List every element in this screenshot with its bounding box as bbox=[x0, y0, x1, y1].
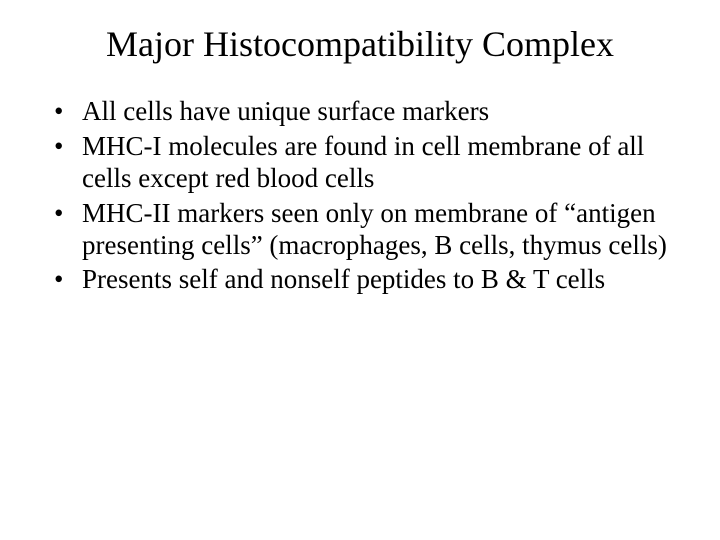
bullet-list: All cells have unique surface markers MH… bbox=[38, 95, 682, 295]
slide-title: Major Histocompatibility Complex bbox=[58, 24, 662, 65]
list-item: MHC-II markers seen only on membrane of … bbox=[50, 197, 682, 262]
slide-container: Major Histocompatibility Complex All cel… bbox=[0, 0, 720, 540]
list-item: MHC-I molecules are found in cell membra… bbox=[50, 130, 682, 195]
list-item: Presents self and nonself peptides to B … bbox=[50, 263, 682, 295]
list-item: All cells have unique surface markers bbox=[50, 95, 682, 127]
